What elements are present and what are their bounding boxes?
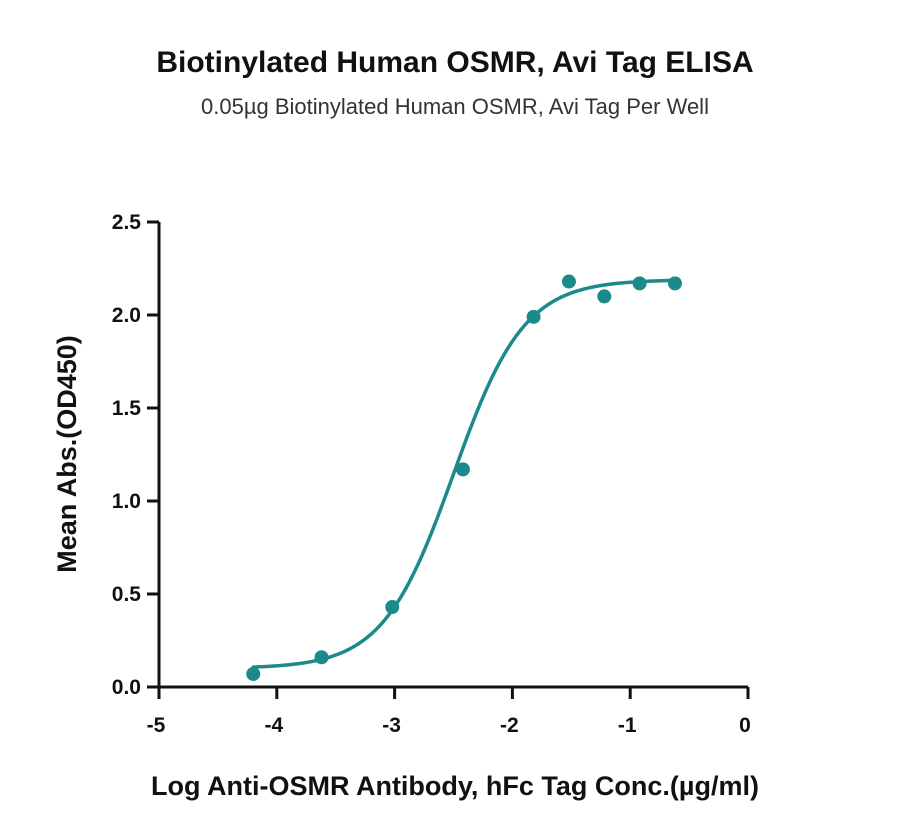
y-tick-label: 0.5 (112, 583, 142, 606)
x-tick-label: -2 (500, 714, 519, 737)
y-tick-label: 1.0 (112, 490, 141, 513)
y-axis-label: Mean Abs.(OD450) (52, 335, 82, 573)
chart-title: Biotinylated Human OSMR, Avi Tag ELISA (156, 46, 753, 79)
data-point (632, 276, 647, 291)
x-tick-label: -4 (264, 714, 283, 737)
data-point (314, 650, 329, 665)
y-tick-label: 1.5 (112, 397, 142, 420)
x-axis: -5 -4 -3 -2 -1 0 (147, 685, 751, 737)
data-point (667, 276, 682, 291)
x-tick-label: 0 (739, 714, 751, 737)
x-tick-label: -5 (147, 714, 166, 737)
data-point (385, 600, 400, 615)
x-tick-label: -1 (618, 714, 637, 737)
y-axis: 0.0 0.5 1.0 1.5 2.0 2.5 (112, 211, 161, 699)
data-point (455, 462, 470, 477)
x-tick-label: -3 (382, 714, 401, 737)
chart-subtitle: 0.05µg Biotinylated Human OSMR, Avi Tag … (201, 94, 709, 119)
y-tick-label: 0.0 (112, 676, 141, 699)
series-group (246, 274, 682, 681)
y-tick-label: 2.0 (112, 304, 141, 327)
y-tick-label: 2.5 (112, 211, 142, 234)
data-point (561, 274, 576, 289)
data-point (246, 666, 261, 681)
data-point (526, 309, 541, 324)
x-axis-label: Log Anti-OSMR Antibody, hFc Tag Conc.(µg… (151, 771, 759, 801)
data-point (597, 289, 612, 304)
